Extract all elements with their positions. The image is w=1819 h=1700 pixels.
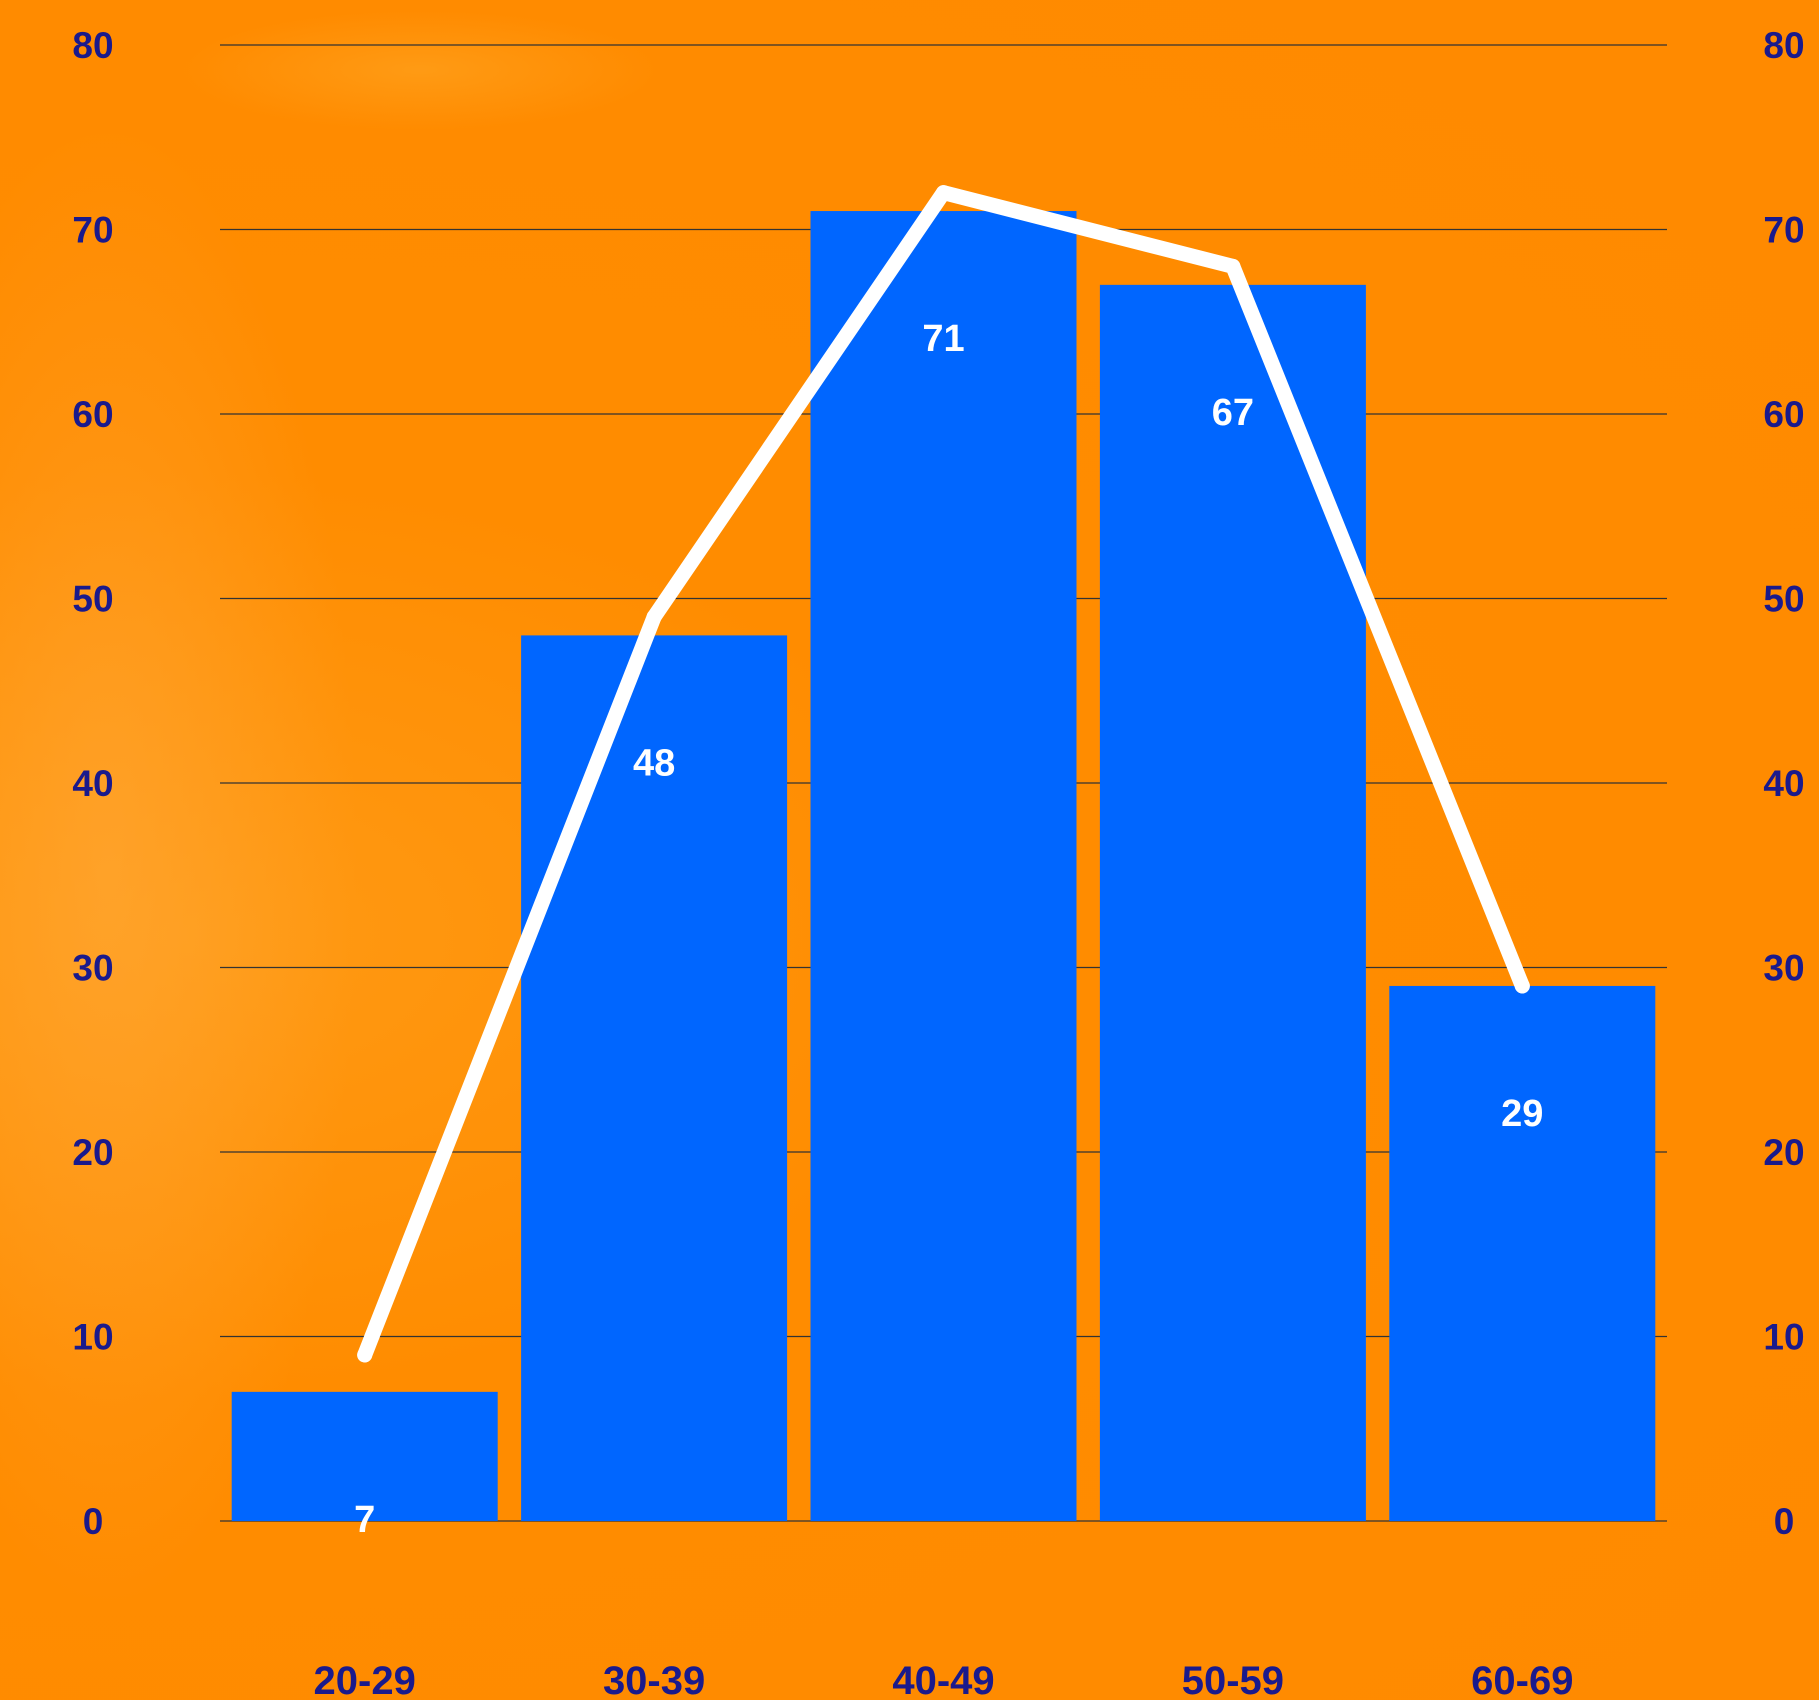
y-tick-label-right: 10	[1763, 1317, 1804, 1358]
y-tick-label-left: 50	[72, 579, 113, 620]
line-point	[1514, 978, 1530, 994]
y-tick-label-right: 80	[1763, 25, 1804, 66]
y-tick-label-left: 60	[72, 394, 113, 435]
bar	[521, 635, 788, 1521]
x-axis: 20-29 30-39 40-49 50-59 60-69	[314, 1659, 1574, 1700]
y-tick-label-right: 30	[1763, 948, 1804, 989]
y-tick-label-right: 60	[1763, 394, 1804, 435]
x-tick-label: 30-39	[603, 1659, 705, 1700]
y-tick-label-left: 20	[72, 1132, 113, 1173]
y-tick-label-left: 40	[72, 763, 113, 804]
bars	[231, 211, 1656, 1522]
left-y-axis: 0 10 20 30 40 50 60 70 80	[72, 25, 113, 1542]
y-tick-label-right: 70	[1763, 210, 1804, 251]
line-point	[357, 1347, 373, 1363]
background-glow-top	[180, 10, 660, 130]
y-tick-label-right: 50	[1763, 579, 1804, 620]
x-tick-label: 40-49	[892, 1659, 994, 1700]
background-glow	[0, 120, 360, 1620]
line-point	[1225, 258, 1241, 274]
bar-value-label: 29	[1501, 1093, 1543, 1135]
y-tick-label-left: 0	[83, 1501, 104, 1542]
x-tick-label: 50-59	[1182, 1659, 1284, 1700]
line-point	[646, 609, 662, 625]
y-tick-label-right: 40	[1763, 763, 1804, 804]
y-tick-label-right: 0	[1774, 1501, 1795, 1542]
y-tick-label-right: 20	[1763, 1132, 1804, 1173]
bar-value-label: 67	[1212, 392, 1254, 434]
right-y-axis: 0 10 20 30 40 50 60 70 80	[1763, 25, 1804, 1542]
bar	[1099, 284, 1366, 1522]
y-tick-label-left: 70	[72, 210, 113, 251]
bar-value-label: 48	[633, 742, 675, 784]
line-series	[357, 185, 1530, 1363]
y-tick-label-left: 10	[72, 1317, 113, 1358]
x-tick-label: 20-29	[314, 1659, 416, 1700]
x-tick-label: 60-69	[1471, 1659, 1573, 1700]
bar	[810, 211, 1077, 1521]
y-tick-label-left: 30	[72, 948, 113, 989]
bar-value-label: 7	[354, 1499, 375, 1541]
line-point	[936, 185, 951, 201]
bar	[1389, 985, 1656, 1521]
y-tick-label-left: 80	[72, 25, 113, 66]
bar-value-label: 71	[922, 318, 964, 360]
bar-value-labels: 7 48 71 67 29	[354, 318, 1543, 1541]
bar	[231, 1391, 498, 1521]
